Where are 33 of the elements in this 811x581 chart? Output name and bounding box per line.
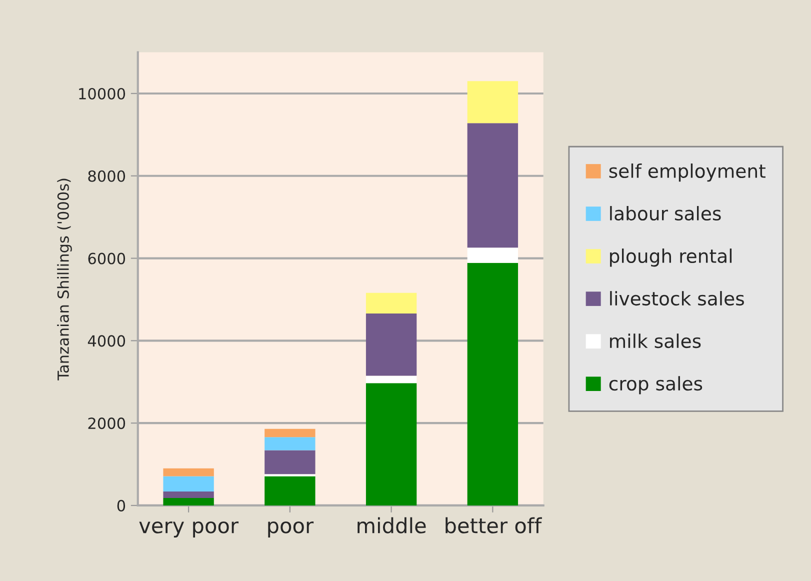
bar xyxy=(264,428,316,438)
bar xyxy=(163,476,214,492)
bar xyxy=(366,383,417,506)
bar xyxy=(366,376,417,384)
bar xyxy=(264,476,316,506)
x-tick-label: very poor xyxy=(139,521,239,538)
y-tick-label: 2000 xyxy=(88,418,126,430)
x-tick-label: middle xyxy=(358,517,426,534)
y-tick-label: 0 xyxy=(117,500,126,512)
bar xyxy=(467,81,518,124)
bar xyxy=(163,498,214,506)
legend-label: milk sales xyxy=(610,334,701,348)
bar xyxy=(366,313,417,376)
bar xyxy=(264,437,316,450)
y-tick-label: 6000 xyxy=(88,252,126,264)
legend-label: livestock sales xyxy=(610,291,744,306)
bar xyxy=(467,262,518,506)
bar xyxy=(467,248,518,263)
legend-label: plough rental xyxy=(610,248,732,267)
bar xyxy=(264,450,316,474)
bar xyxy=(467,123,518,248)
legend-label: self employment xyxy=(609,164,766,182)
bar xyxy=(366,292,417,314)
legend-label: labour sales xyxy=(610,206,721,221)
x-tick-label: poor xyxy=(268,521,314,538)
y-tick-label: 10000 xyxy=(79,88,126,100)
y-axis-title: Tanzanian Shillings ('000s) xyxy=(57,178,72,380)
y-tick-label: 8000 xyxy=(88,170,126,182)
x-tick-label: better off xyxy=(446,517,542,534)
y-tick-label: 4000 xyxy=(88,335,126,347)
bar xyxy=(163,491,214,498)
bar xyxy=(163,468,214,476)
legend-label: crop sales xyxy=(609,376,702,394)
